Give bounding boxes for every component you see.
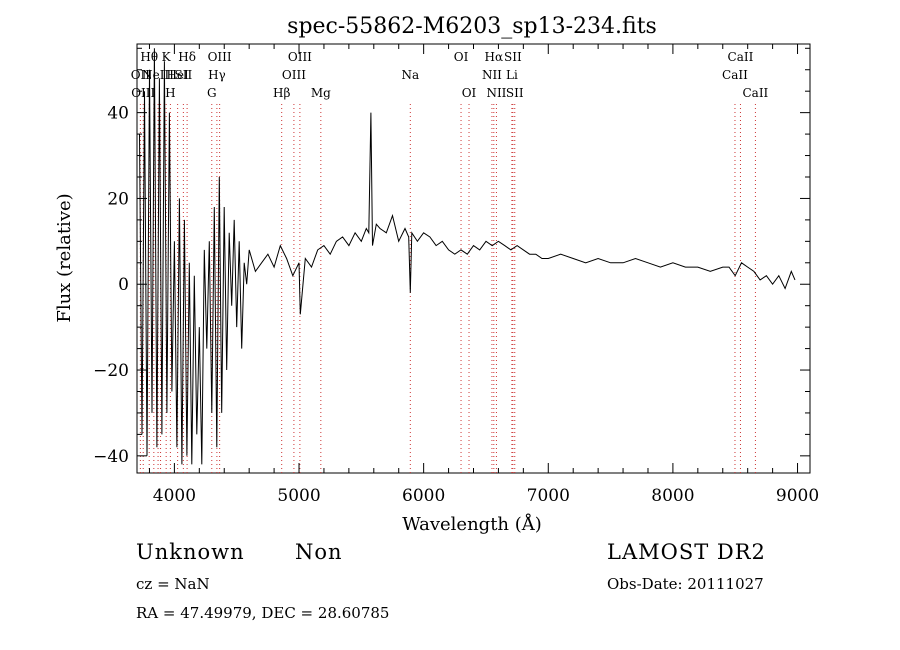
reference-label: SII bbox=[504, 50, 522, 64]
obs-date-label: Obs-Date: 20111027 bbox=[607, 575, 764, 593]
y-tick-label: 40 bbox=[107, 104, 129, 124]
x-tick-label: 7000 bbox=[527, 486, 570, 506]
class-label: Unknown bbox=[136, 540, 245, 564]
reference-label: NII bbox=[482, 68, 502, 82]
reference-label: SII bbox=[175, 68, 193, 82]
y-tick-label: 20 bbox=[107, 189, 129, 209]
survey-label: LAMOST DR2 bbox=[607, 540, 766, 564]
reference-label: Mg bbox=[311, 86, 331, 100]
redshift-label: cz = NaN bbox=[136, 575, 210, 593]
subclass-label: Non bbox=[295, 540, 343, 564]
y-axis: −40 −20 0 20 40 bbox=[93, 47, 810, 467]
y-axis-label: Flux (relative) bbox=[54, 193, 75, 322]
reference-label: SII bbox=[506, 86, 524, 100]
reference-label: OIII bbox=[208, 50, 232, 64]
reference-label: HeI bbox=[166, 68, 189, 82]
reference-label: Li bbox=[506, 68, 518, 82]
reference-label: OIII bbox=[282, 68, 306, 82]
x-axis-label: Wavelength (Å) bbox=[402, 513, 542, 535]
reference-label: Hδ bbox=[178, 50, 196, 64]
x-tick-label: 6000 bbox=[402, 486, 445, 506]
reference-label: H bbox=[165, 86, 175, 100]
reference-label: OI bbox=[454, 50, 469, 64]
x-tick-label: 9000 bbox=[776, 486, 819, 506]
reference-label: Na bbox=[401, 68, 419, 82]
x-tick-label: 8000 bbox=[651, 486, 694, 506]
series-line-flux bbox=[139, 48, 796, 465]
reference-label: Hβ bbox=[273, 86, 290, 100]
reference-labels: OIIOIIIHθNeIIIKHHeISIIHδGHγOIIIHβOIIIOII… bbox=[131, 50, 769, 100]
chart-title: spec-55862-M6203_sp13-234.fits bbox=[287, 14, 657, 39]
reference-label: Hγ bbox=[208, 68, 226, 82]
coordinates-label: RA = 47.49979, DEC = 28.60785 bbox=[136, 604, 390, 622]
reference-label: OIII bbox=[131, 86, 155, 100]
plot-frame bbox=[136, 43, 811, 474]
x-axis: 4000 5000 6000 7000 8000 9000 bbox=[148, 44, 819, 506]
x-tick-label: 4000 bbox=[153, 486, 196, 506]
reference-label: OIII bbox=[288, 50, 312, 64]
reference-label: Hθ bbox=[140, 50, 158, 64]
x-tick-label: 5000 bbox=[277, 486, 320, 506]
reference-label: OII bbox=[131, 68, 151, 82]
reference-label: G bbox=[207, 86, 217, 100]
reference-label: NeIII bbox=[142, 68, 174, 82]
reference-label: Hα bbox=[485, 50, 504, 64]
reference-label: CaII bbox=[728, 50, 754, 64]
reference-label: OI bbox=[462, 86, 477, 100]
reference-label: CaII bbox=[722, 68, 748, 82]
reference-label: CaII bbox=[742, 86, 768, 100]
reference-label: NII bbox=[486, 86, 506, 100]
y-tick-label: −20 bbox=[93, 361, 129, 381]
y-tick-label: 0 bbox=[118, 275, 129, 295]
y-tick-label: −40 bbox=[93, 447, 129, 467]
reference-label: K bbox=[162, 50, 172, 64]
